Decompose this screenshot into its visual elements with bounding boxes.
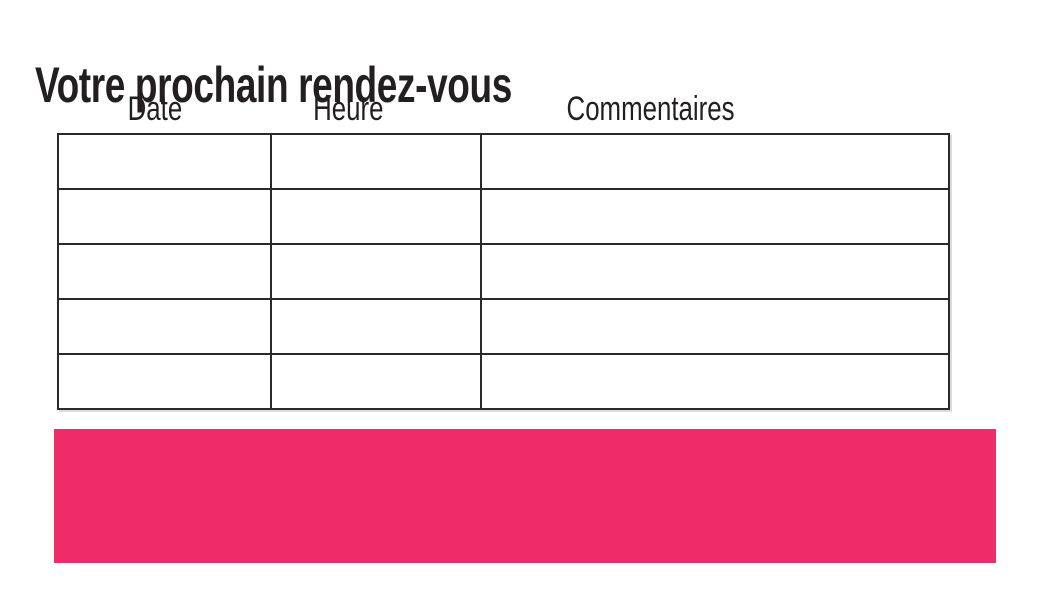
table-header-row: Date Heure Commentaires <box>0 88 1050 130</box>
table-cell-heure <box>270 133 482 190</box>
table-cell-heure <box>270 298 482 355</box>
column-header-heure: Heure <box>252 88 444 130</box>
table-cell-date <box>57 243 272 300</box>
table-row <box>57 133 950 190</box>
table-row <box>57 298 950 355</box>
table-cell-date <box>57 353 272 410</box>
highlight-banner <box>54 429 996 563</box>
table-cell-date <box>57 188 272 245</box>
table-cell-date <box>57 298 272 355</box>
column-header-date-label: Date <box>127 89 182 128</box>
table-cell-commentaires <box>480 133 950 190</box>
table-cell-heure <box>270 243 482 300</box>
table-cell-heure <box>270 188 482 245</box>
table-cell-commentaires <box>480 188 950 245</box>
column-header-commentaires: Commentaires <box>426 88 876 130</box>
appointments-table-body <box>57 133 950 410</box>
column-header-date: Date <box>57 88 252 130</box>
table-cell-commentaires <box>480 353 950 410</box>
table-cell-commentaires <box>480 298 950 355</box>
table-cell-date <box>57 133 272 190</box>
table-cell-heure <box>270 353 482 410</box>
column-header-heure-label: Heure <box>312 89 384 128</box>
table-row <box>57 188 950 245</box>
appointments-table <box>57 133 950 410</box>
page-title: Votre prochain rendez-vous <box>35 56 512 113</box>
column-header-commentaires-label: Commentaires <box>566 89 736 128</box>
table-cell-commentaires <box>480 243 950 300</box>
table-row <box>57 353 950 410</box>
table-row <box>57 243 950 300</box>
